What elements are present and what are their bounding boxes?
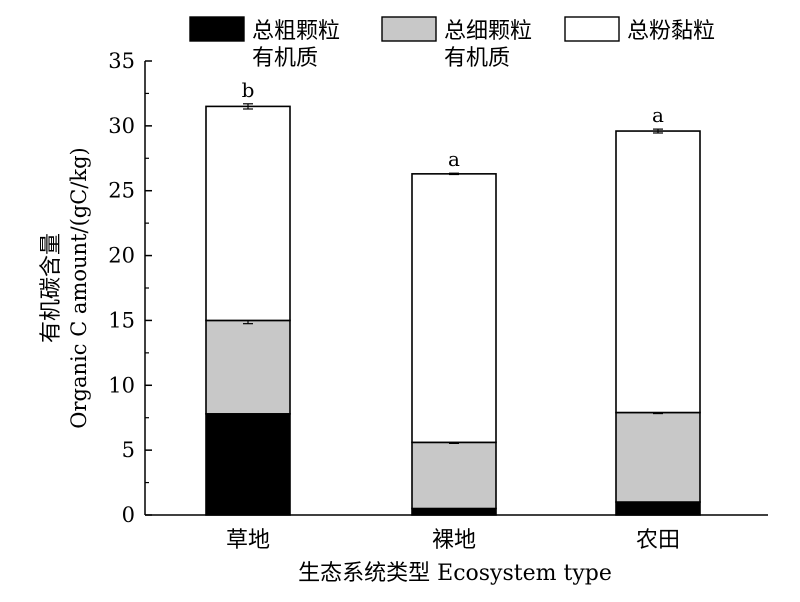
y-tick-label-1: 5: [122, 438, 135, 462]
x-tick-label-2: 农田: [636, 528, 680, 553]
significance-letter-0-2: b: [242, 78, 255, 102]
y-tick-label-4: 20: [108, 244, 135, 268]
legend-label-0-1: 有机质: [252, 46, 318, 71]
y-tick-label-2: 10: [108, 373, 135, 397]
bar-segment-2-1: [615, 411, 701, 503]
bar-segment-0-2: [205, 105, 291, 322]
legend-label-0-0: 总粗颗粒: [252, 19, 340, 44]
legend-label-1-0: 总细颗粒: [444, 19, 532, 44]
legend-swatch-1: [381, 16, 437, 42]
x-tick-label-1: 裸地: [432, 528, 476, 553]
bar-segment-0-1: [205, 319, 291, 415]
bar-segment-0-0: [205, 413, 291, 516]
bar-segment-2-2: [615, 130, 701, 414]
legend-label-2-0: 总粉黏粒: [627, 19, 715, 44]
y-tick-label-3: 15: [108, 308, 135, 332]
x-tick-label-0: 草地: [226, 528, 270, 553]
legend-swatch-2: [564, 16, 620, 42]
bar-segment-1-1: [411, 441, 497, 510]
x-axis-label: 生态系统类型 Ecosystem type: [298, 561, 612, 586]
y-tick-label-0: 0: [122, 503, 135, 527]
y-axis-label-cn: 有机碳含量: [39, 233, 64, 343]
y-tick-label-5: 25: [108, 179, 135, 203]
significance-letter-1-2: a: [448, 147, 460, 171]
bars: aabbbabaa: [205, 78, 701, 516]
y-tick-label-7: 35: [108, 49, 135, 73]
y-axis-label-en: Organic C amount/(gC/kg): [67, 147, 91, 428]
y-tick-label-6: 30: [108, 114, 135, 138]
legend-label-1-1: 有机质: [444, 46, 510, 71]
axes: 草地 裸地 农田 0 5 10 15 20 25 30 35: [108, 49, 768, 553]
significance-letter-2-2: a: [652, 103, 664, 127]
legend-swatch-0: [189, 16, 245, 42]
bar-segment-1-2: [411, 173, 497, 444]
